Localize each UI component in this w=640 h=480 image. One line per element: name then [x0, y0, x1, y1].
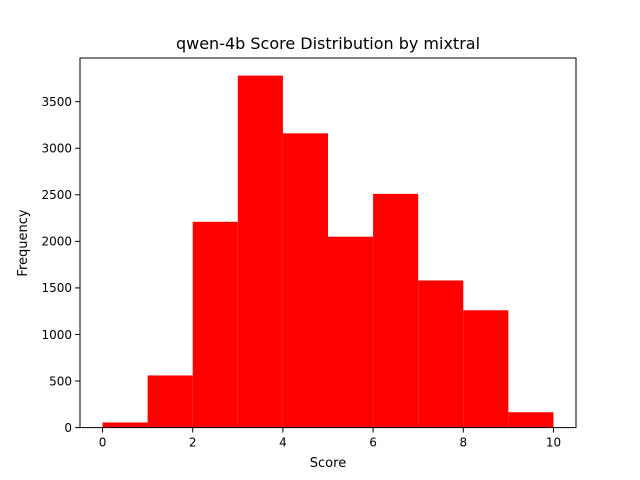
x-tick-label: 6: [369, 436, 377, 450]
y-tick-label: 3500: [41, 95, 72, 109]
y-tick-label: 0: [64, 421, 72, 435]
histogram-bar-2: [192, 221, 238, 428]
histogram-bar-0: [102, 422, 148, 428]
histogram-bar-4: [282, 133, 328, 428]
y-tick-label: 500: [49, 374, 72, 388]
x-tick-label: 8: [459, 436, 467, 450]
x-axis-ticks: 0 2 4 6 8 10: [99, 427, 561, 450]
y-axis-label: Frequency: [16, 209, 31, 276]
x-tick-label: 2: [189, 436, 197, 450]
histogram-bar-6: [373, 193, 419, 428]
histogram-bar-7: [418, 280, 464, 428]
x-tick-label: 0: [99, 436, 107, 450]
chart-title: qwen-4b Score Distribution by mixtral: [176, 34, 480, 53]
histogram-bar-3: [237, 75, 283, 428]
y-axis-ticks: 0 500 1000 1500 2000 2500 3000 3500: [41, 95, 80, 435]
histogram-bar-5: [328, 236, 374, 428]
y-tick-label: 3000: [41, 142, 72, 156]
y-tick-label: 2500: [41, 188, 72, 202]
bars-group: [102, 75, 554, 428]
y-tick-label: 1000: [41, 328, 72, 342]
y-tick-label: 2000: [41, 235, 72, 249]
histogram-bar-1: [147, 375, 193, 428]
x-tick-label: 4: [279, 436, 287, 450]
x-axis-label: Score: [310, 456, 346, 471]
histogram-bar-8: [463, 310, 509, 428]
histogram-bar-9: [508, 412, 554, 428]
x-tick-label: 10: [546, 436, 561, 450]
y-tick-label: 1500: [41, 281, 72, 295]
plot-frame: [79, 57, 577, 429]
